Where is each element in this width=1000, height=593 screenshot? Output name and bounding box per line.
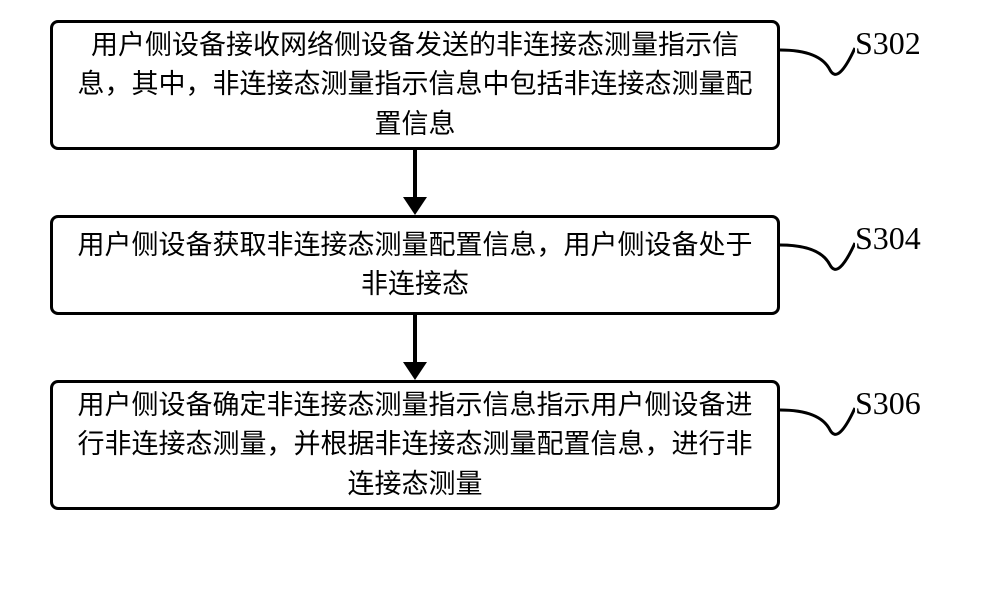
flow-step-text: 用户侧设备接收网络侧设备发送的非连接态测量指示信息，其中，非连接态测量指示信息中… (73, 26, 757, 143)
label-connector-s302 (780, 20, 855, 90)
flow-step-s302: 用户侧设备接收网络侧设备发送的非连接态测量指示信息，其中，非连接态测量指示信息中… (50, 20, 780, 150)
flow-step-text: 用户侧设备获取非连接态测量配置信息，用户侧设备处于非连接态 (73, 226, 757, 304)
arrow-head-2 (403, 362, 427, 380)
arrow-line-2 (413, 315, 417, 362)
label-connector-s304 (780, 215, 855, 285)
label-connector-s306 (780, 380, 855, 450)
flow-step-s304: 用户侧设备获取非连接态测量配置信息，用户侧设备处于非连接态 (50, 215, 780, 315)
flow-step-text: 用户侧设备确定非连接态测量指示信息指示用户侧设备进行非连接态测量，并根据非连接态… (73, 386, 757, 503)
step-label-s304: S304 (855, 220, 921, 257)
step-label-s302: S302 (855, 25, 921, 62)
flow-step-s306: 用户侧设备确定非连接态测量指示信息指示用户侧设备进行非连接态测量，并根据非连接态… (50, 380, 780, 510)
step-label-s306: S306 (855, 385, 921, 422)
arrow-head-1 (403, 197, 427, 215)
arrow-line-1 (413, 150, 417, 197)
